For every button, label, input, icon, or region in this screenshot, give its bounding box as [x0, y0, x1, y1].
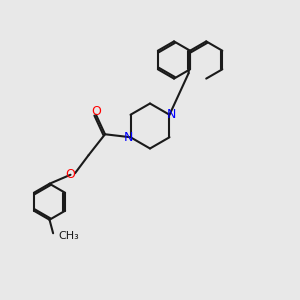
Text: O: O [91, 105, 101, 118]
Text: N: N [167, 108, 177, 121]
Text: N: N [123, 131, 133, 144]
Text: O: O [66, 168, 76, 181]
Text: CH₃: CH₃ [58, 231, 79, 241]
